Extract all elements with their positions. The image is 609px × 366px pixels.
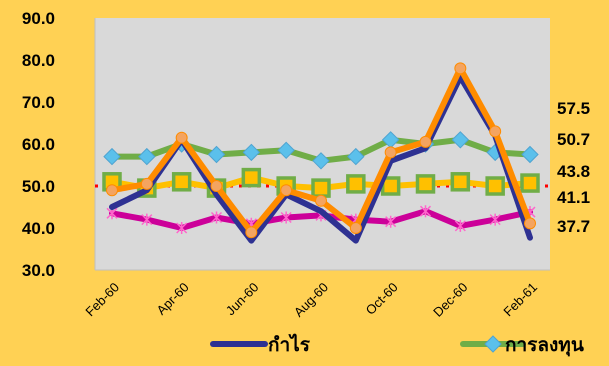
data-point-s1-2 xyxy=(171,172,192,192)
data-point-s0-0 xyxy=(103,147,121,166)
data-point-s0-12 xyxy=(521,145,539,164)
data-point-s1-12 xyxy=(520,173,540,193)
end-value-label: 57.5 xyxy=(557,99,590,118)
y-tick-label: 90.0 xyxy=(22,9,55,28)
data-point-s4-11 xyxy=(489,125,502,138)
data-point-s4-4 xyxy=(245,226,258,239)
data-point-s4-0 xyxy=(106,184,118,197)
data-point-s0-3 xyxy=(207,145,226,164)
data-point-s4-2 xyxy=(175,131,188,144)
data-point-s4-8 xyxy=(384,146,397,159)
data-point-s4-3 xyxy=(210,180,223,192)
data-point-s4-10 xyxy=(454,62,467,75)
data-point-s2-5 xyxy=(280,211,292,224)
data-point-s0-1 xyxy=(138,147,156,166)
end-value-label: 37.7 xyxy=(557,217,590,236)
data-point-s4-1 xyxy=(140,177,153,190)
end-value-label: 41.1 xyxy=(557,188,590,207)
data-point-s4-7 xyxy=(349,222,362,234)
y-tick-label: 80.0 xyxy=(22,51,55,70)
end-value-labels: 57.5 50.7 43.8 41.1 37.7 xyxy=(557,99,590,236)
data-point-s1-6 xyxy=(311,178,331,198)
data-point-s1-10 xyxy=(450,172,471,192)
plot-area xyxy=(95,18,550,270)
legend-marker-1 xyxy=(484,335,502,353)
data-point-s4-6 xyxy=(315,194,327,207)
data-point-s0-7 xyxy=(347,147,365,166)
y-tick-label: 40.0 xyxy=(22,219,55,238)
y-tick-label: 60.0 xyxy=(22,135,55,154)
data-point-s0-5 xyxy=(277,141,295,160)
legend-label-0: กำไร xyxy=(268,333,311,356)
series-4 xyxy=(106,62,536,239)
data-point-s2-9 xyxy=(419,205,432,218)
y-tick-label: 70.0 xyxy=(22,93,55,112)
data-point-s4-5 xyxy=(280,184,293,197)
data-point-s2-11 xyxy=(489,213,501,226)
data-point-s1-4 xyxy=(241,167,262,188)
data-point-s2-1 xyxy=(141,213,153,226)
series-group xyxy=(102,62,540,244)
data-point-s1-11 xyxy=(485,176,505,196)
data-point-s4-12 xyxy=(524,217,536,230)
end-value-label: 43.8 xyxy=(557,162,590,181)
data-point-s1-7 xyxy=(346,174,366,194)
data-point-s0-6 xyxy=(312,152,330,170)
y-tick-labels: 30.0 40.0 50.0 60.0 70.0 80.0 90.0 xyxy=(22,9,55,280)
data-point-s1-9 xyxy=(415,174,436,194)
data-point-s4-9 xyxy=(419,135,432,148)
y-tick-label: 50.0 xyxy=(22,177,55,196)
data-point-s2-8 xyxy=(385,215,397,228)
data-point-s2-10 xyxy=(454,219,466,232)
data-point-s2-3 xyxy=(210,211,223,224)
legend-label-1: การลงทุน xyxy=(505,335,584,357)
end-value-label: 50.7 xyxy=(557,130,590,149)
legend: กำไร การลงทุน xyxy=(210,333,584,357)
data-point-s0-10 xyxy=(451,131,470,149)
y-tick-label: 30.0 xyxy=(22,261,55,280)
data-point-s2-2 xyxy=(176,222,188,234)
data-point-s0-4 xyxy=(242,143,261,162)
